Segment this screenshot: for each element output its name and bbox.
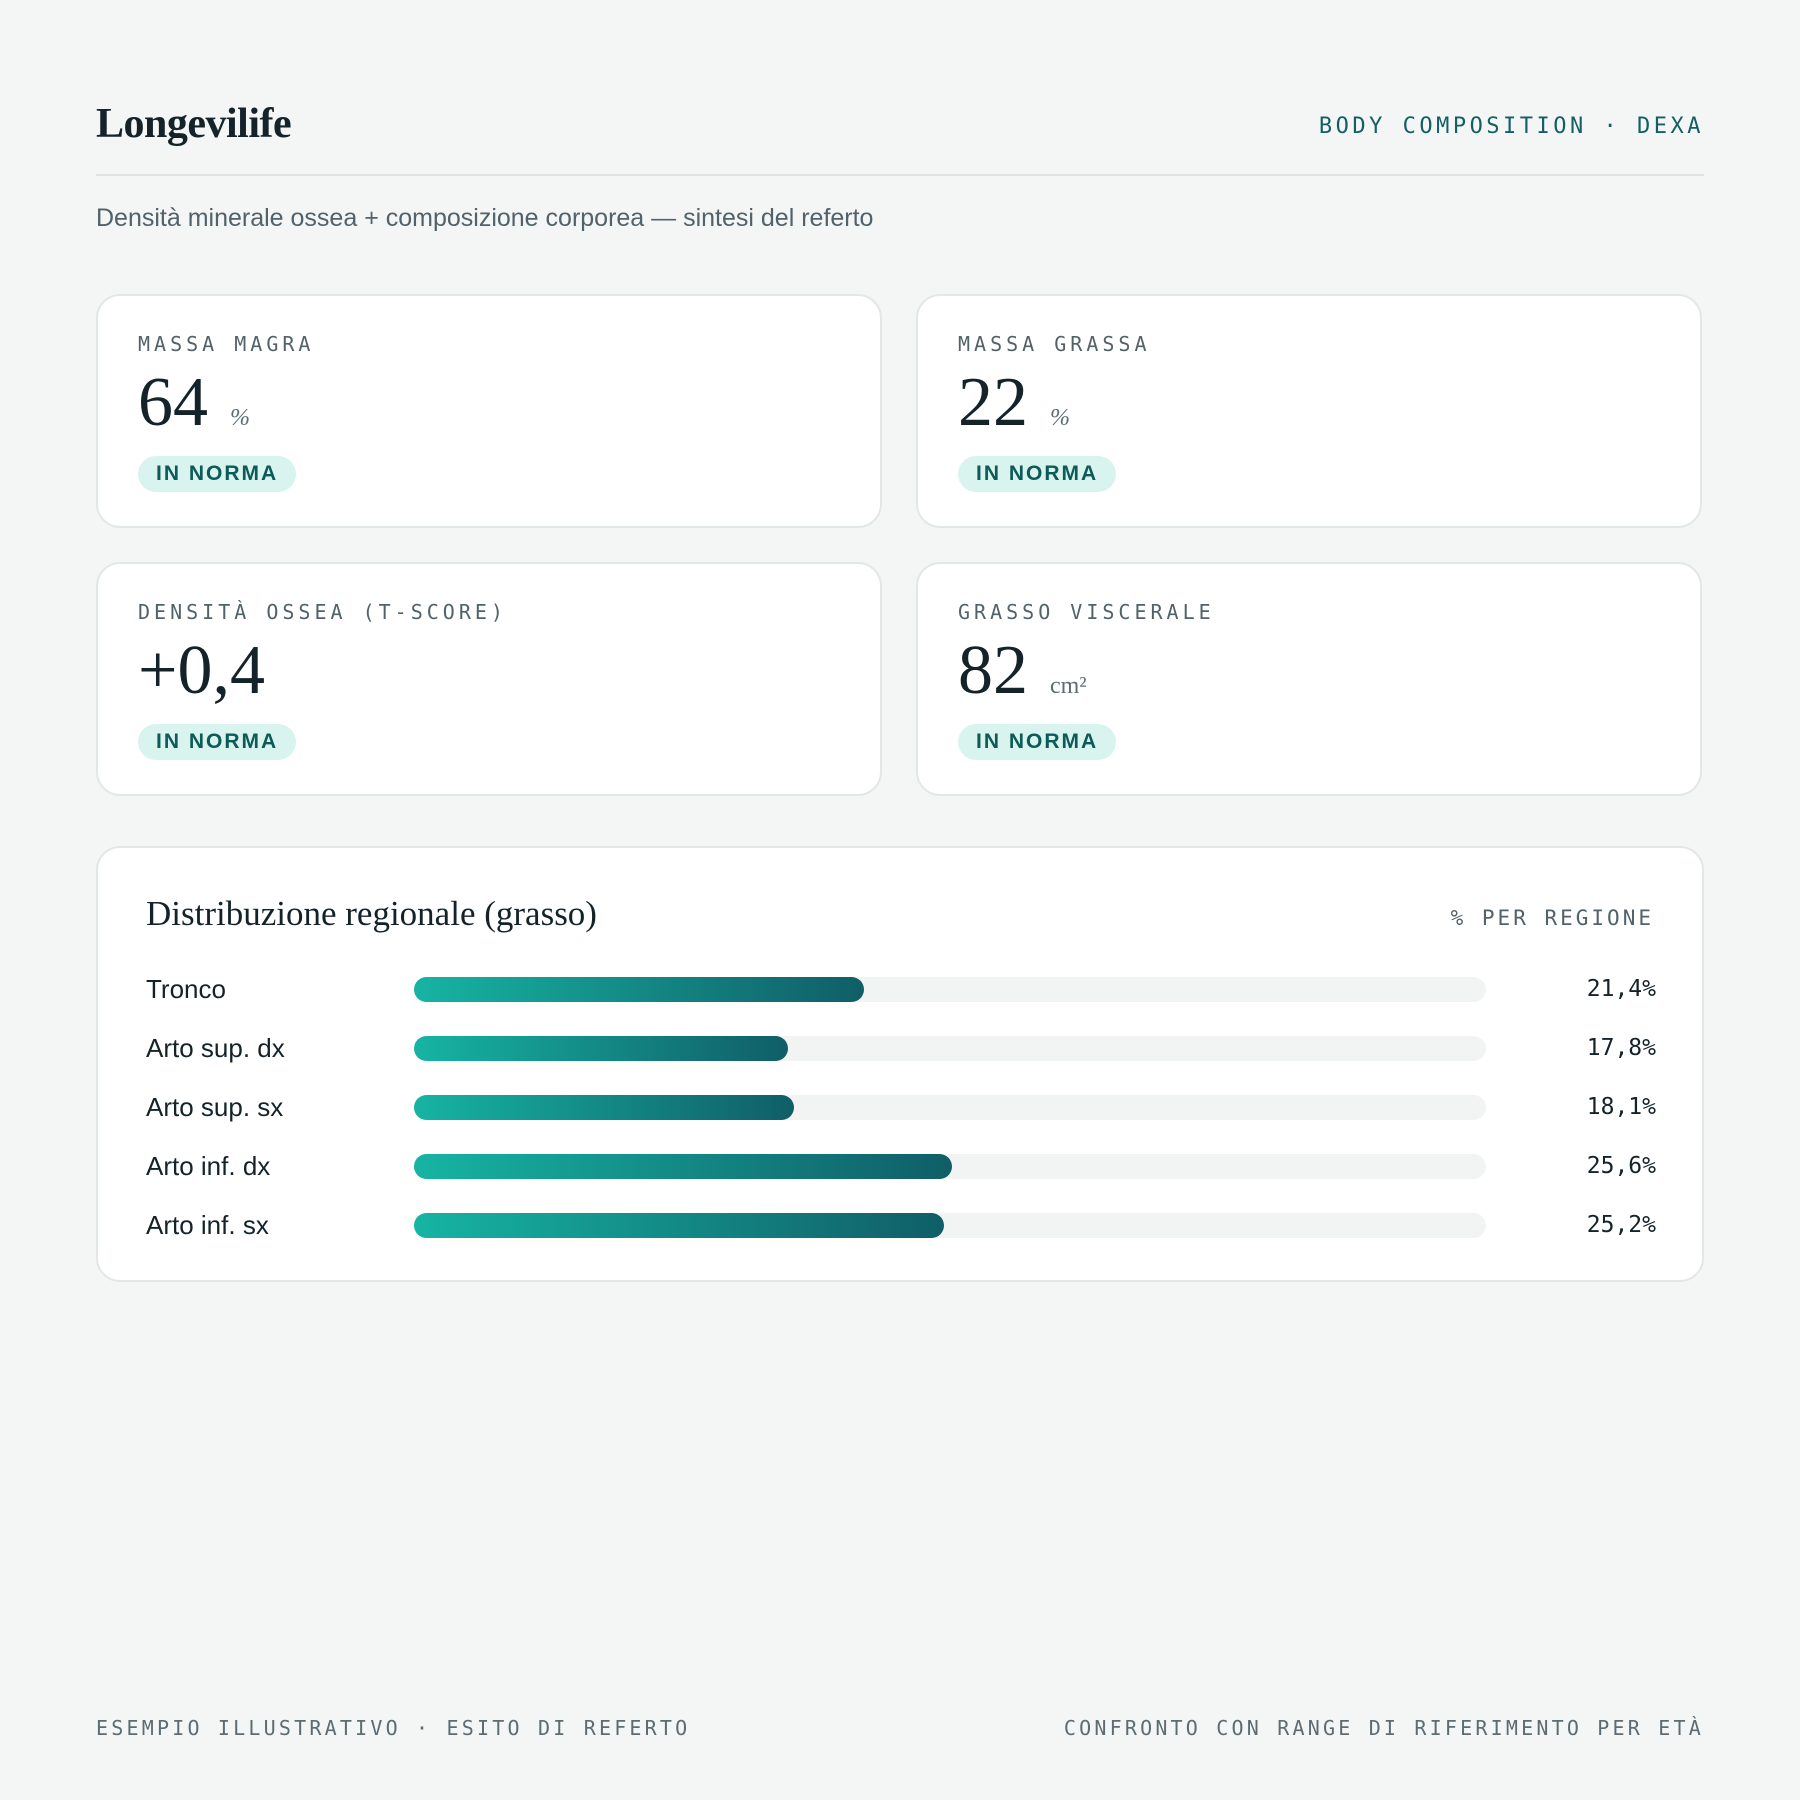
region-label: Arto sup. sx bbox=[146, 1092, 284, 1122]
bar-fill bbox=[414, 977, 864, 1002]
header: Longevilife BODY COMPOSITION · DEXA bbox=[96, 96, 1704, 176]
region-label: Arto inf. dx bbox=[146, 1151, 271, 1181]
region-value: 21,4% bbox=[1586, 976, 1656, 1002]
region-row-arto-inf-sx: Arto inf. sx 25,2% bbox=[146, 1210, 1656, 1240]
region-label: Tronco bbox=[146, 974, 226, 1004]
bar-track bbox=[414, 1154, 1486, 1179]
region-row-arto-sup-sx: Arto sup. sx 18,1% bbox=[146, 1092, 1656, 1122]
card-label: MASSA MAGRA bbox=[138, 332, 315, 356]
report-type-label: BODY COMPOSITION · DEXA bbox=[1318, 114, 1704, 139]
region-value: 18,1% bbox=[1586, 1094, 1656, 1120]
bar-track bbox=[414, 1095, 1486, 1120]
card-massa-magra: MASSA MAGRA 64 % IN NORMA bbox=[96, 294, 882, 528]
status-badge: IN NORMA bbox=[138, 724, 297, 760]
bar-fill bbox=[414, 1213, 944, 1238]
bar-fill bbox=[414, 1095, 795, 1120]
card-unit: cm² bbox=[1050, 673, 1087, 699]
card-unit: % bbox=[1050, 405, 1070, 431]
regional-distribution-panel: Distribuzione regionale (grasso) % PER R… bbox=[96, 846, 1704, 1282]
card-densita-ossea: DENSITÀ OSSEA (T-SCORE) +0,4 IN NORMA bbox=[96, 562, 882, 796]
status-badge: IN NORMA bbox=[958, 456, 1117, 492]
page-subtitle: Densità minerale ossea + composizione co… bbox=[96, 204, 874, 232]
bar-track bbox=[414, 1036, 1486, 1061]
footer-reference-note: CONFRONTO CON RANGE DI RIFERIMENTO PER E… bbox=[1063, 1716, 1704, 1740]
brand-logo: Longevilife bbox=[96, 101, 292, 147]
card-value-row: 82 cm² bbox=[958, 636, 1087, 706]
region-label: Arto inf. sx bbox=[146, 1210, 269, 1240]
card-value: +0,4 bbox=[138, 632, 265, 709]
region-row-tronco: Tronco 21,4% bbox=[146, 974, 1656, 1004]
region-value: 25,6% bbox=[1586, 1153, 1656, 1179]
card-value-row: +0,4 bbox=[138, 636, 265, 706]
bar-fill bbox=[414, 1036, 789, 1061]
card-value-row: 64 % bbox=[138, 368, 250, 438]
region-label: Arto sup. dx bbox=[146, 1033, 285, 1063]
panel-title: Distribuzione regionale (grasso) bbox=[146, 894, 597, 933]
card-value: 22 bbox=[958, 364, 1028, 441]
card-massa-grassa: MASSA GRASSA 22 % IN NORMA bbox=[916, 294, 1702, 528]
region-value: 17,8% bbox=[1586, 1035, 1656, 1061]
card-value: 64 bbox=[138, 364, 208, 441]
card-value: 82 bbox=[958, 632, 1028, 709]
bar-fill bbox=[414, 1154, 953, 1179]
region-row-arto-inf-dx: Arto inf. dx 25,6% bbox=[146, 1151, 1656, 1181]
footer-disclaimer: ESEMPIO ILLUSTRATIVO · ESITO DI REFERTO bbox=[96, 1716, 691, 1740]
panel-unit-label: % PER REGIONE bbox=[1450, 906, 1654, 930]
region-row-arto-sup-dx: Arto sup. dx 17,8% bbox=[146, 1033, 1656, 1063]
card-grasso-viscerale: GRASSO VISCERALE 82 cm² IN NORMA bbox=[916, 562, 1702, 796]
card-label: MASSA GRASSA bbox=[958, 332, 1151, 356]
bar-track bbox=[414, 977, 1486, 1002]
status-badge: IN NORMA bbox=[958, 724, 1117, 760]
card-unit: % bbox=[230, 405, 250, 431]
bar-track bbox=[414, 1213, 1486, 1238]
card-label: DENSITÀ OSSEA (T-SCORE) bbox=[138, 600, 507, 624]
status-badge: IN NORMA bbox=[138, 456, 297, 492]
card-label: GRASSO VISCERALE bbox=[958, 600, 1215, 624]
card-value-row: 22 % bbox=[958, 368, 1070, 438]
region-value: 25,2% bbox=[1586, 1212, 1656, 1238]
